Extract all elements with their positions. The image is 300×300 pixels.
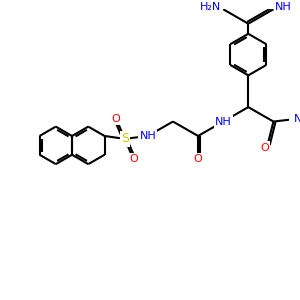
Text: NH: NH <box>215 116 232 127</box>
Text: N: N <box>294 114 300 124</box>
Text: NH: NH <box>140 131 156 141</box>
Text: S: S <box>121 132 129 146</box>
Text: O: O <box>129 154 138 164</box>
Text: O: O <box>194 154 203 164</box>
Text: O: O <box>112 114 121 124</box>
Text: H₂N: H₂N <box>200 2 221 12</box>
Text: NH: NH <box>275 2 292 12</box>
Text: O: O <box>260 142 269 152</box>
